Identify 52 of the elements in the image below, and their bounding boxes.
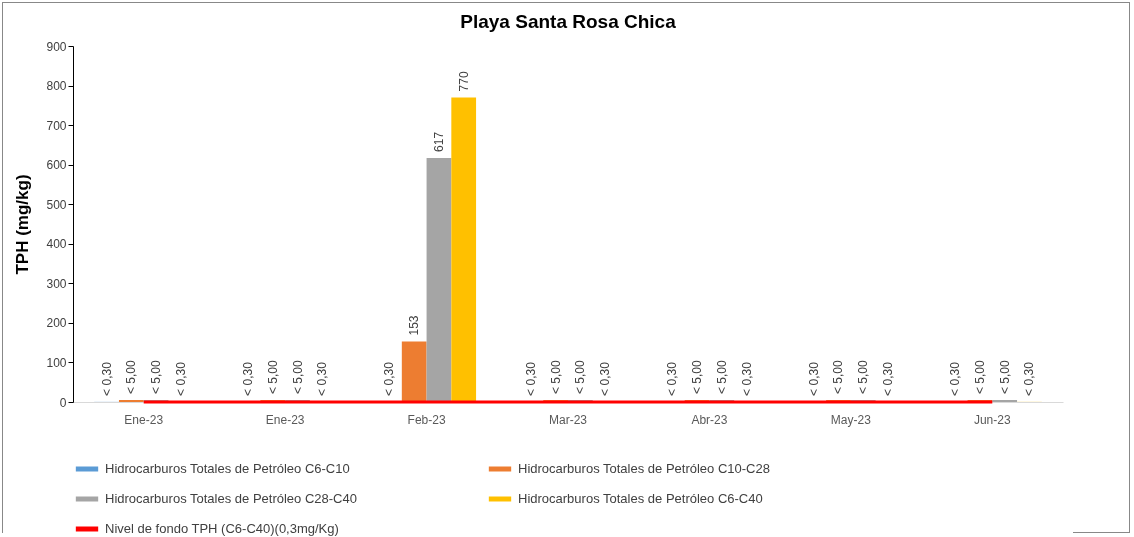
data-label: < 5,00 bbox=[972, 360, 987, 395]
data-label: < 0,30 bbox=[665, 361, 680, 396]
chart-title: Playa Santa Rosa Chica bbox=[460, 11, 677, 32]
data-label: < 5,00 bbox=[714, 360, 729, 395]
data-label: < 0,30 bbox=[99, 361, 114, 396]
data-label: < 0,30 bbox=[523, 361, 538, 396]
data-label: < 5,00 bbox=[290, 360, 305, 395]
data-label: < 5,00 bbox=[548, 360, 563, 395]
y-tick-label: 500 bbox=[46, 197, 67, 212]
legend-label: Hidrocarburos Totales de Petróleo C10-C28 bbox=[518, 461, 770, 476]
data-label: < 0,30 bbox=[173, 361, 188, 396]
data-label: < 0,30 bbox=[880, 361, 895, 396]
y-axis-title: TPH (mg/kg) bbox=[13, 174, 33, 275]
data-label: < 0,30 bbox=[315, 361, 330, 396]
x-tick-label: Mar-23 bbox=[548, 412, 588, 427]
y-tick-label: 200 bbox=[46, 316, 67, 331]
y-tick-label: 300 bbox=[46, 276, 67, 291]
data-label: 770 bbox=[456, 71, 471, 92]
data-label: < 5,00 bbox=[265, 360, 280, 395]
x-tick-label: Feb-23 bbox=[407, 412, 446, 427]
y-tick-label: 100 bbox=[46, 355, 67, 370]
data-label: < 5,00 bbox=[573, 360, 588, 395]
data-label: 617 bbox=[431, 131, 446, 152]
x-tick-label: Abr-23 bbox=[691, 412, 728, 427]
data-label: < 0,30 bbox=[948, 361, 963, 396]
y-tick-label: 700 bbox=[46, 118, 67, 133]
y-tick-label: 0 bbox=[59, 395, 67, 410]
y-tick-label: 900 bbox=[46, 39, 67, 54]
x-tick-label: Ene-23 bbox=[124, 412, 164, 427]
x-tick-label: Ene-23 bbox=[265, 412, 305, 427]
data-label: < 5,00 bbox=[856, 360, 871, 395]
data-label: < 0,30 bbox=[241, 361, 256, 396]
data-label: < 5,00 bbox=[124, 360, 139, 395]
legend-label: Hidrocarburos Totales de Petróleo C6-C10 bbox=[105, 461, 350, 476]
data-label: < 0,30 bbox=[598, 361, 613, 396]
data-label: < 5,00 bbox=[149, 360, 164, 395]
legend-label: Hidrocarburos Totales de Petróleo C6-C40 bbox=[518, 491, 763, 506]
x-tick-label: May-23 bbox=[830, 412, 872, 427]
data-label: 153 bbox=[407, 315, 422, 336]
data-label: < 5,00 bbox=[997, 360, 1012, 395]
legend-label: Nivel de fondo TPH (C6-C40)(0,3mg/Kg) bbox=[105, 521, 339, 536]
y-tick-label: 800 bbox=[46, 79, 67, 94]
y-tick-label: 400 bbox=[46, 237, 67, 252]
y-tick-label: 600 bbox=[46, 158, 67, 173]
legend-label: Hidrocarburos Totales de Petróleo C28-C40 bbox=[105, 491, 357, 506]
data-label: < 0,30 bbox=[382, 361, 397, 396]
data-label: < 0,30 bbox=[1022, 361, 1037, 396]
data-label: < 5,00 bbox=[690, 360, 705, 395]
data-label: < 5,00 bbox=[831, 360, 846, 395]
data-label: < 0,30 bbox=[739, 361, 754, 396]
data-label: < 0,30 bbox=[806, 361, 821, 396]
x-tick-label: Jun-23 bbox=[973, 412, 1011, 427]
